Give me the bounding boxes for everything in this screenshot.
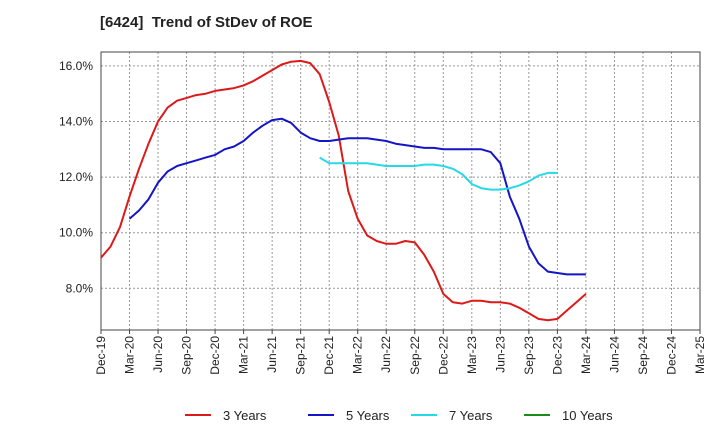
y-tick-label: 14.0% bbox=[59, 115, 93, 129]
x-tick-label: Jun-24 bbox=[607, 336, 621, 373]
x-tick-label: Mar-24 bbox=[579, 336, 593, 374]
x-tick-label: Dec-22 bbox=[436, 336, 450, 375]
x-tick-label: Sep-24 bbox=[636, 336, 650, 375]
x-tick-label: Dec-19 bbox=[94, 336, 108, 375]
plot-area bbox=[101, 52, 700, 330]
y-tick-label: 10.0% bbox=[59, 226, 93, 240]
y-tick-label: 8.0% bbox=[66, 281, 94, 295]
x-tick-label: Dec-24 bbox=[664, 336, 678, 375]
x-tick-label: Mar-21 bbox=[237, 336, 251, 374]
x-tick-label: Sep-22 bbox=[408, 336, 422, 375]
y-tick-label: 16.0% bbox=[59, 59, 93, 73]
x-tick-label: Sep-21 bbox=[294, 336, 308, 375]
plot-border bbox=[100, 51, 701, 331]
x-tick-label: Jun-21 bbox=[265, 336, 279, 373]
x-tick-label: Sep-23 bbox=[522, 336, 536, 375]
x-tick-label: Mar-20 bbox=[123, 336, 137, 374]
x-tick-label: Dec-23 bbox=[550, 336, 564, 375]
y-tick-label: 12.0% bbox=[59, 170, 93, 184]
legend-label: 3 Years bbox=[223, 408, 267, 423]
x-tick-label: Mar-25 bbox=[693, 336, 707, 374]
x-tick-label: Mar-23 bbox=[465, 336, 479, 374]
series-line bbox=[128, 117, 586, 276]
series-line bbox=[319, 156, 558, 191]
chart-title: [6424] Trend of StDev of ROE bbox=[100, 14, 313, 31]
x-tick-label: Jun-20 bbox=[151, 336, 165, 373]
legend-label: 5 Years bbox=[346, 408, 390, 423]
x-tick-label: Dec-20 bbox=[208, 336, 222, 375]
x-tick-label: Mar-22 bbox=[351, 336, 365, 374]
x-tick-label: Jun-23 bbox=[493, 336, 507, 373]
x-tick-label: Sep-20 bbox=[180, 336, 194, 375]
legend-label: 7 Years bbox=[449, 408, 493, 423]
x-tick-label: Dec-21 bbox=[322, 336, 336, 375]
x-tick-label: Jun-22 bbox=[379, 336, 393, 373]
legend-label: 10 Years bbox=[562, 408, 613, 423]
